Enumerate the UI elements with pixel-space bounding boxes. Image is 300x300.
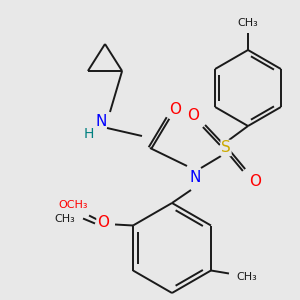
Text: N: N bbox=[189, 170, 201, 185]
Text: O: O bbox=[97, 215, 109, 230]
Text: CH₃: CH₃ bbox=[55, 214, 75, 224]
Text: CH₃: CH₃ bbox=[237, 272, 257, 283]
Text: H: H bbox=[84, 127, 94, 141]
Text: S: S bbox=[221, 140, 231, 155]
Text: N: N bbox=[95, 115, 107, 130]
Text: O: O bbox=[187, 107, 199, 122]
Text: OCH₃: OCH₃ bbox=[58, 200, 88, 209]
Text: CH₃: CH₃ bbox=[238, 18, 258, 28]
Text: O: O bbox=[169, 103, 181, 118]
Text: O: O bbox=[249, 173, 261, 188]
